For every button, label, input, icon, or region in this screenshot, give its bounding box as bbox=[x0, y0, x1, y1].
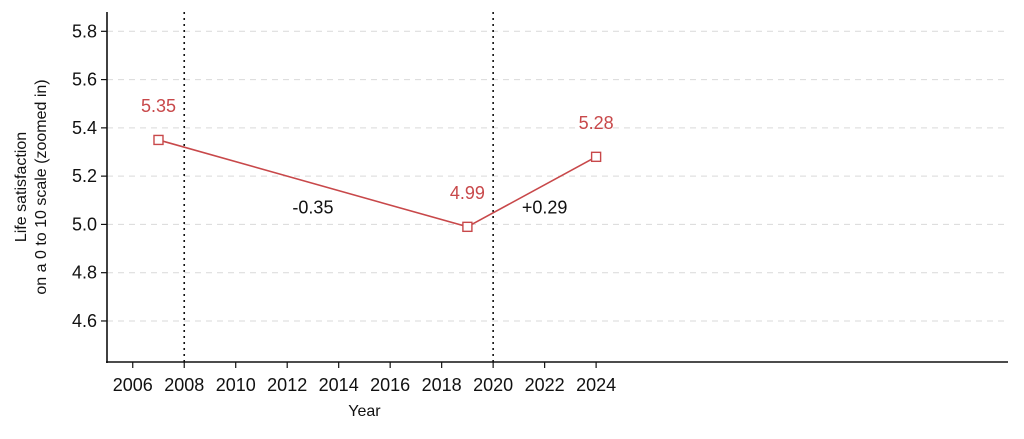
data-point-marker bbox=[590, 151, 602, 163]
y-axis-title: Life satisfaction on a 0 to 10 scale (zoo… bbox=[13, 79, 50, 294]
gridlines bbox=[107, 30, 1008, 322]
data-point-marker bbox=[153, 134, 164, 146]
x-axis-ticks: 2006 2008 2010 2012 2014 2016 2018 2020 2022 2024 bbox=[113, 362, 616, 395]
y-axis-title-line: on a 0 to 10 scale (zoomed in) bbox=[33, 79, 50, 294]
y-tick-label: 5.2 bbox=[72, 166, 97, 186]
x-tick-label: 2018 bbox=[422, 375, 462, 395]
y-axis-ticks: 4.6 4.8 5.0 5.2 5.4 5.6 5.8 bbox=[72, 21, 107, 331]
data-series: 5.35 4.99 5.28 bbox=[141, 96, 614, 233]
y-tick-label: 4.6 bbox=[72, 311, 97, 331]
y-axis-title-line: Life satisfaction bbox=[13, 132, 30, 242]
data-point-label: 5.35 bbox=[141, 96, 176, 116]
reference-lines bbox=[183, 12, 494, 362]
x-tick-label: 2024 bbox=[576, 375, 616, 395]
change-annotation: +0.29 bbox=[522, 198, 568, 218]
x-tick-label: 2016 bbox=[370, 375, 410, 395]
data-point-label: 5.28 bbox=[579, 113, 614, 133]
x-tick-label: 2006 bbox=[113, 375, 153, 395]
data-point-marker bbox=[462, 221, 473, 233]
x-axis-title: Year bbox=[348, 403, 381, 420]
x-tick-label: 2010 bbox=[216, 375, 256, 395]
x-tick-label: 2022 bbox=[525, 375, 565, 395]
x-tick-label: 2012 bbox=[267, 375, 307, 395]
y-tick-label: 5.4 bbox=[72, 118, 97, 138]
y-tick-label: 5.6 bbox=[72, 70, 97, 90]
change-annotation: -0.35 bbox=[292, 198, 333, 218]
x-tick-label: 2020 bbox=[473, 375, 513, 395]
y-tick-label: 5.8 bbox=[72, 21, 97, 41]
data-point-label: 4.99 bbox=[450, 183, 485, 203]
y-tick-label: 4.8 bbox=[72, 263, 97, 283]
x-tick-label: 2014 bbox=[319, 375, 359, 395]
axes bbox=[106, 12, 1008, 363]
y-tick-label: 5.0 bbox=[72, 214, 97, 234]
x-tick-label: 2008 bbox=[164, 375, 204, 395]
annotations: -0.35 +0.29 bbox=[292, 198, 567, 218]
